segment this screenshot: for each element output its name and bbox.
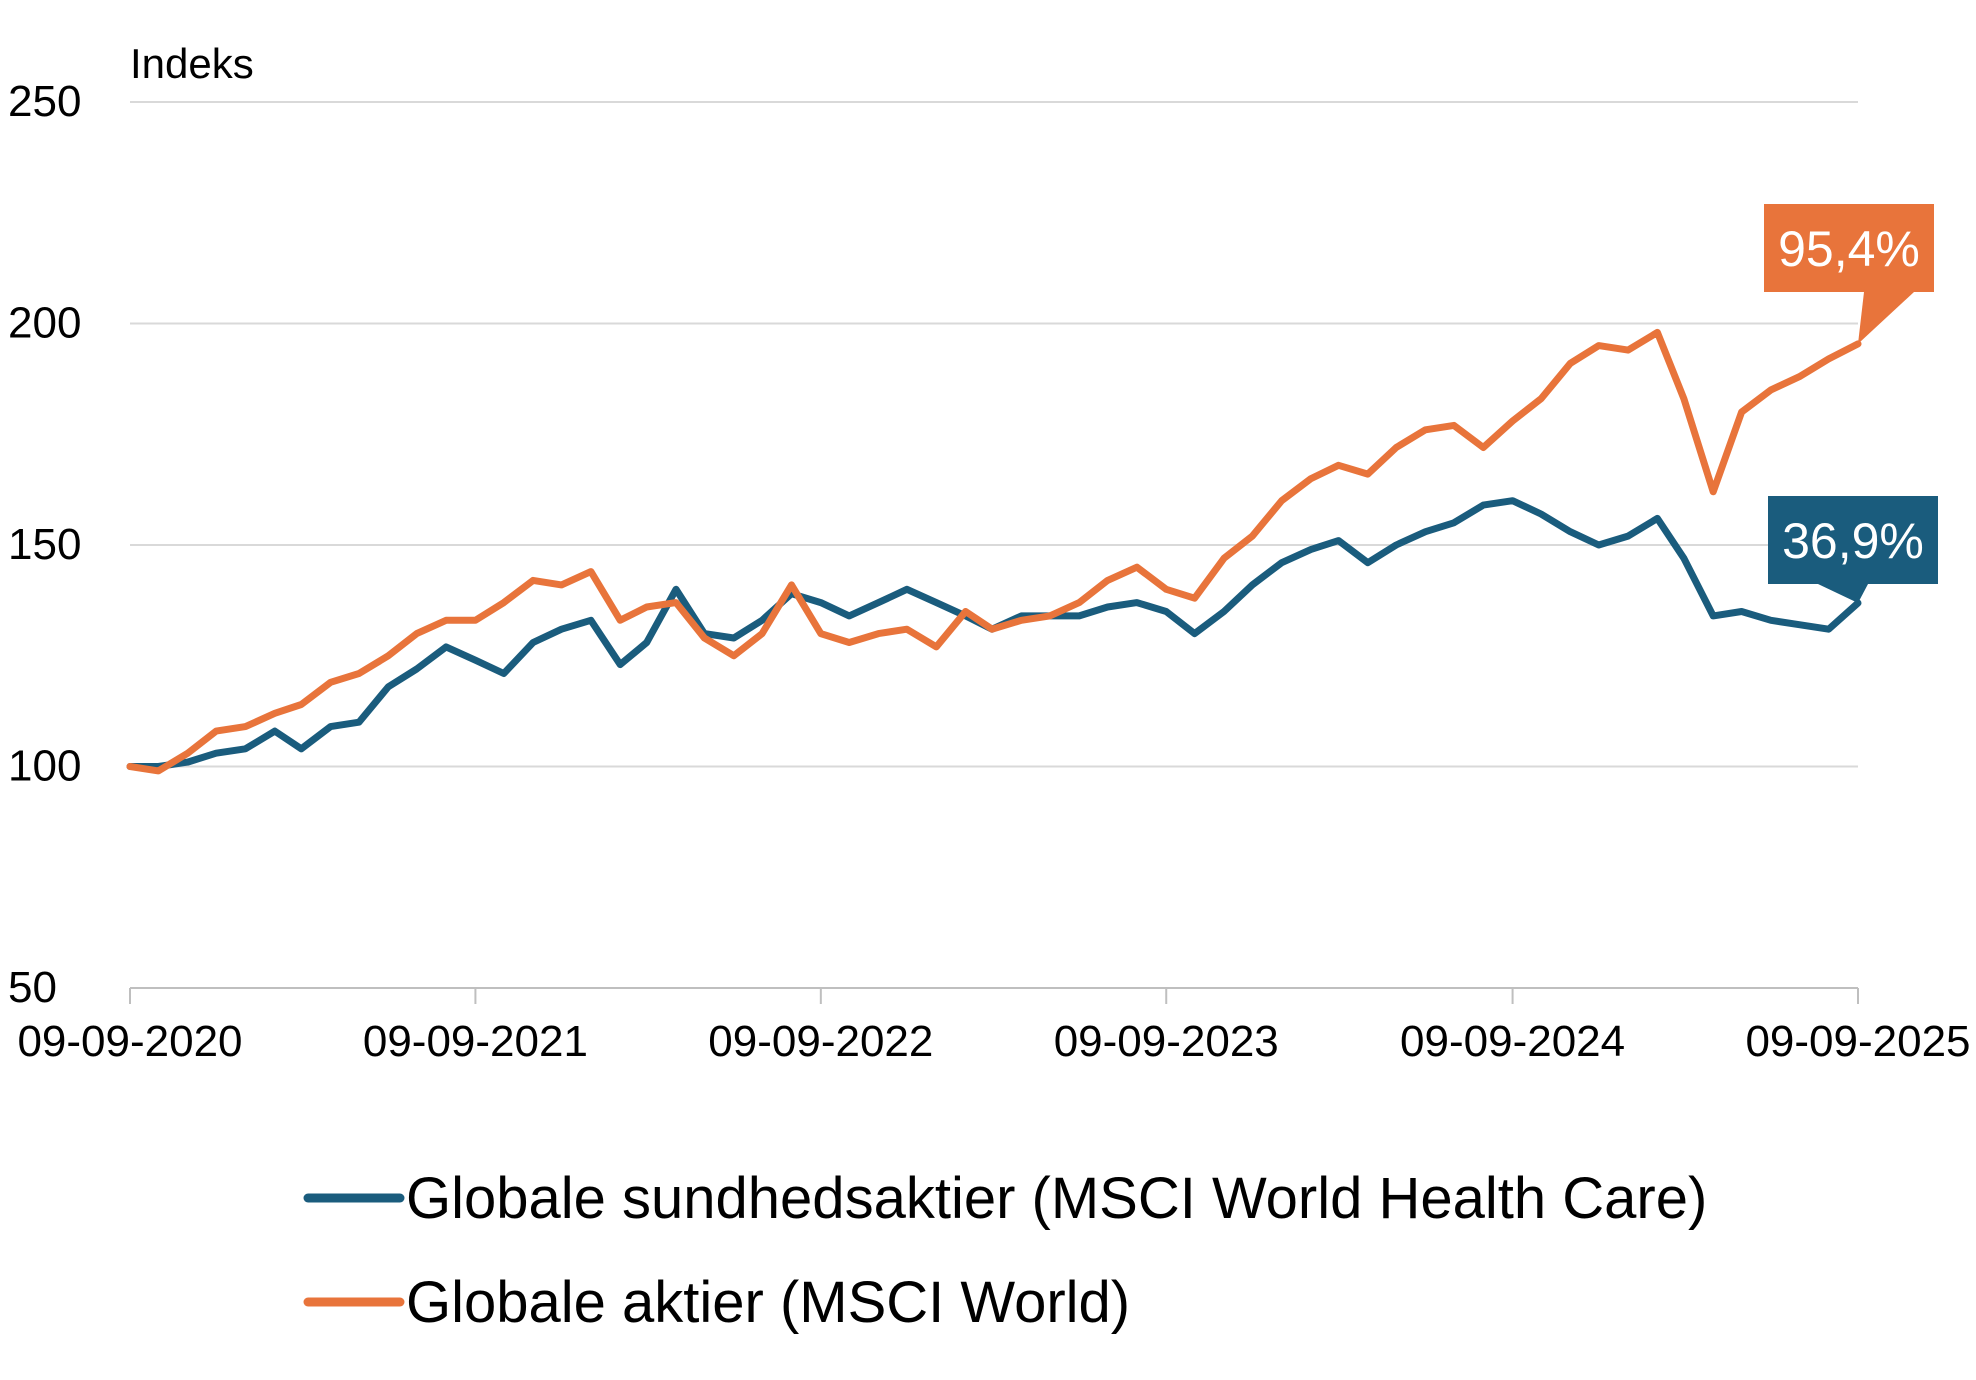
callout-pointer xyxy=(1858,292,1914,344)
x-tick-label: 09-09-2022 xyxy=(708,1017,933,1066)
x-tick-label: 09-09-2025 xyxy=(1745,1017,1970,1066)
callout-box xyxy=(1764,204,1934,292)
x-tick-label: 09-09-2021 xyxy=(363,1017,588,1066)
legend-label: Globale aktier (MSCI World) xyxy=(406,1270,1130,1335)
y-tick-label: 250 xyxy=(8,77,81,126)
x-tick-label: 09-09-2020 xyxy=(17,1017,242,1066)
grid-layer xyxy=(130,101,1858,768)
series-line-health-care xyxy=(126,497,1862,770)
y-tick-label: 150 xyxy=(8,520,81,569)
legend-label: Globale sundhedsaktier (MSCI World Healt… xyxy=(406,1166,1707,1231)
callout-layer: 36,9% 95,4% xyxy=(1764,204,1938,604)
x-tick-label: 09-09-2023 xyxy=(1054,1017,1279,1066)
series-line-world xyxy=(126,328,1862,775)
y-tick-label: 100 xyxy=(8,742,81,791)
y-axis-label: Indeks xyxy=(130,40,254,87)
callout-label: 36,9% xyxy=(1782,513,1924,569)
callout-world: 95,4% xyxy=(1764,204,1934,344)
callout-label: 95,4% xyxy=(1778,221,1920,277)
callout-pointer xyxy=(1818,584,1868,604)
legend-item-health-care: Globale sundhedsaktier (MSCI World Healt… xyxy=(303,1166,1707,1231)
x-tick-label: 09-09-2024 xyxy=(1400,1017,1625,1066)
y-tick-label: 50 xyxy=(8,963,57,1012)
series-layer xyxy=(126,328,1862,775)
axis-layer: 50 100 150 200 250 Indeks 09-09-2020 09-09-2021… xyxy=(8,40,1971,1066)
callout-box xyxy=(1768,496,1938,584)
y-tick-label: 200 xyxy=(8,299,81,348)
legend-layer: Globale sundhedsaktier (MSCI World Healt… xyxy=(303,1166,1707,1335)
callout-health-care: 36,9% xyxy=(1768,496,1938,604)
legend-item-world: Globale aktier (MSCI World) xyxy=(303,1270,1130,1335)
